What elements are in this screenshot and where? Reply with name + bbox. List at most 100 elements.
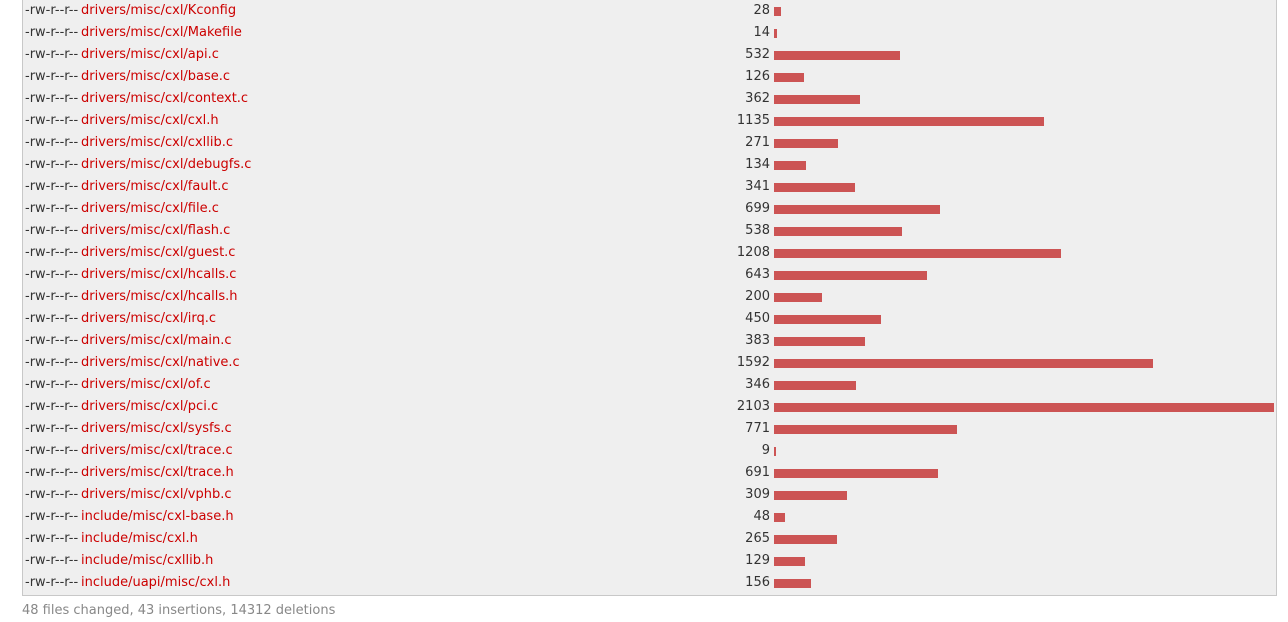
file-path-link[interactable]: drivers/misc/cxl/hcalls.h	[81, 289, 238, 304]
deletion-bar	[774, 183, 855, 192]
deletion-bar	[774, 535, 837, 544]
change-count: 2103	[736, 399, 770, 414]
diffstat-row: -rw-r--r-- include/uapi/misc/cxl.h 156	[23, 572, 1276, 594]
diffstat-row: -rw-r--r-- drivers/misc/cxl/flash.c 538	[23, 220, 1276, 242]
file-mode: -rw-r--r--	[25, 399, 79, 414]
deletion-bar	[774, 205, 940, 214]
file-mode: -rw-r--r--	[25, 553, 79, 568]
file-path-link[interactable]: drivers/misc/cxl/hcalls.c	[81, 267, 237, 282]
file-path-link[interactable]: drivers/misc/cxl/Makefile	[81, 25, 242, 40]
file-path-link[interactable]: drivers/misc/cxl/trace.c	[81, 443, 233, 458]
change-count: 9	[761, 443, 770, 458]
diffstat-row: -rw-r--r-- drivers/misc/cxl/hcalls.c 643	[23, 264, 1276, 286]
file-mode: -rw-r--r--	[25, 69, 79, 84]
file-mode: -rw-r--r--	[25, 47, 79, 62]
file-path-link[interactable]: drivers/misc/cxl/context.c	[81, 91, 249, 106]
file-path-link[interactable]: drivers/misc/cxl/trace.h	[81, 465, 234, 480]
change-count: 383	[745, 333, 770, 348]
diffstat-row: -rw-r--r-- drivers/misc/cxl/cxl.h 1135	[23, 110, 1276, 132]
diffstat-row: -rw-r--r-- drivers/misc/cxl/of.c 346	[23, 374, 1276, 396]
diffstat-row: -rw-r--r-- include/misc/cxllib.h 129	[23, 550, 1276, 572]
change-count: 643	[745, 267, 770, 282]
file-path-link[interactable]: drivers/misc/cxl/guest.c	[81, 245, 236, 260]
deletion-bar	[774, 293, 822, 302]
file-mode: -rw-r--r--	[25, 267, 79, 282]
deletion-bar	[774, 425, 957, 434]
file-path-link[interactable]: drivers/misc/cxl/irq.c	[81, 311, 217, 326]
deletion-bar	[774, 359, 1153, 368]
file-path-link[interactable]: drivers/misc/cxl/Kconfig	[81, 3, 237, 18]
file-path-link[interactable]: include/misc/cxllib.h	[81, 553, 214, 568]
file-path-link[interactable]: drivers/misc/cxl/cxl.h	[81, 113, 219, 128]
diffstat-row: -rw-r--r-- drivers/misc/cxl/pci.c 2103	[23, 396, 1276, 418]
diffstat-row: -rw-r--r-- drivers/misc/cxl/hcalls.h 200	[23, 286, 1276, 308]
diffstat-row: -rw-r--r-- drivers/misc/cxl/debugfs.c 134	[23, 154, 1276, 176]
deletion-bar	[774, 73, 804, 82]
file-mode: -rw-r--r--	[25, 333, 79, 348]
diffstat-row: -rw-r--r-- drivers/misc/cxl/file.c 699	[23, 198, 1276, 220]
file-path-link[interactable]: drivers/misc/cxl/native.c	[81, 355, 240, 370]
deletion-bar	[774, 161, 806, 170]
diffstat-row: -rw-r--r-- drivers/misc/cxl/Makefile 14	[23, 22, 1276, 44]
deletion-bar	[774, 579, 811, 588]
file-path-link[interactable]: drivers/misc/cxl/main.c	[81, 333, 232, 348]
file-path-link[interactable]: drivers/misc/cxl/file.c	[81, 201, 219, 216]
file-path-link[interactable]: drivers/misc/cxl/flash.c	[81, 223, 231, 238]
file-mode: -rw-r--r--	[25, 487, 79, 502]
file-path-link[interactable]: drivers/misc/cxl/vphb.c	[81, 487, 232, 502]
file-path-link[interactable]: drivers/misc/cxl/base.c	[81, 69, 231, 84]
file-path-link[interactable]: drivers/misc/cxl/sysfs.c	[81, 421, 232, 436]
change-count: 134	[745, 157, 770, 172]
change-count: 271	[745, 135, 770, 150]
file-path-link[interactable]: drivers/misc/cxl/of.c	[81, 377, 211, 392]
change-count: 200	[745, 289, 770, 304]
change-count: 14	[753, 25, 770, 40]
deletion-bar	[774, 381, 856, 390]
diffstat-row: -rw-r--r-- drivers/misc/cxl/sysfs.c 771	[23, 418, 1276, 440]
deletion-bar	[774, 403, 1274, 412]
deletion-bar	[774, 491, 847, 500]
deletion-bar	[774, 513, 785, 522]
deletion-bar	[774, 7, 781, 16]
deletion-bar	[774, 117, 1044, 126]
deletion-bar	[774, 51, 900, 60]
file-mode: -rw-r--r--	[25, 509, 79, 524]
file-mode: -rw-r--r--	[25, 443, 79, 458]
file-path-link[interactable]: include/misc/cxl-base.h	[81, 509, 234, 524]
diffstat-row: -rw-r--r-- include/misc/cxl.h 265	[23, 528, 1276, 550]
deletion-bar	[774, 447, 776, 456]
file-mode: -rw-r--r--	[25, 179, 79, 194]
change-count: 346	[745, 377, 770, 392]
diffstat-table: -rw-r--r-- drivers/misc/cxl/Kconfig 28 -rw-…	[22, 0, 1277, 596]
change-count: 532	[745, 47, 770, 62]
file-path-link[interactable]: drivers/misc/cxl/pci.c	[81, 399, 219, 414]
change-count: 28	[753, 3, 770, 18]
change-count: 1592	[736, 355, 770, 370]
file-mode: -rw-r--r--	[25, 91, 79, 106]
file-mode: -rw-r--r--	[25, 575, 79, 590]
change-count: 309	[745, 487, 770, 502]
change-count: 129	[745, 553, 770, 568]
change-count: 691	[745, 465, 770, 480]
file-path-link[interactable]: drivers/misc/cxl/api.c	[81, 47, 219, 62]
deletion-bar	[774, 227, 902, 236]
file-mode: -rw-r--r--	[25, 113, 79, 128]
file-path-link[interactable]: drivers/misc/cxl/debugfs.c	[81, 157, 252, 172]
file-mode: -rw-r--r--	[25, 311, 79, 326]
change-count: 362	[745, 91, 770, 106]
file-path-link[interactable]: drivers/misc/cxl/cxllib.c	[81, 135, 234, 150]
deletion-bar	[774, 337, 865, 346]
change-count: 538	[745, 223, 770, 238]
deletion-bar	[774, 557, 805, 566]
file-path-link[interactable]: include/uapi/misc/cxl.h	[81, 575, 231, 590]
deletion-bar	[774, 29, 777, 38]
change-count: 699	[745, 201, 770, 216]
diffstat-row: -rw-r--r-- drivers/misc/cxl/api.c 532	[23, 44, 1276, 66]
diffstat-row: -rw-r--r-- drivers/misc/cxl/main.c 383	[23, 330, 1276, 352]
diffstat-summary: 48 files changed, 43 insertions, 14312 d…	[22, 603, 336, 618]
file-path-link[interactable]: drivers/misc/cxl/fault.c	[81, 179, 229, 194]
file-path-link[interactable]: include/misc/cxl.h	[81, 531, 198, 546]
file-mode: -rw-r--r--	[25, 377, 79, 392]
file-mode: -rw-r--r--	[25, 245, 79, 260]
deletion-bar	[774, 249, 1061, 258]
